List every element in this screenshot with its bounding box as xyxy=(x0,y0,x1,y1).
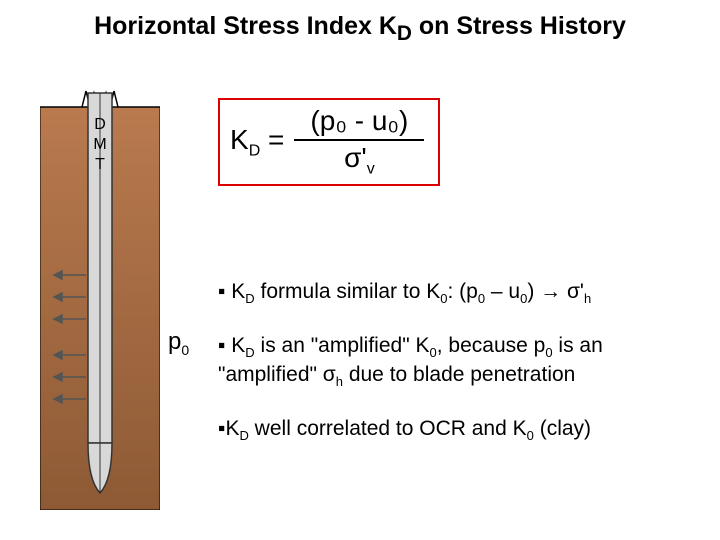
bullet-1: ▪ KD formula similar to K0: (p0 – u0) → … xyxy=(218,278,692,308)
bullet-3: ▪KD well correlated to OCR and K0 (clay) xyxy=(218,415,692,445)
formula-denominator: σ'v xyxy=(344,143,375,178)
formula-box: KD = (p₀ - u₀) σ'v xyxy=(218,98,440,186)
page-title: Horizontal Stress Index KD on Stress His… xyxy=(0,12,720,46)
probe-label-t: T xyxy=(93,155,106,175)
probe-label: D M T xyxy=(93,115,106,175)
title-text-2: on Stress History xyxy=(412,12,626,40)
probe-label-m: M xyxy=(93,135,106,155)
formula-bar xyxy=(294,139,424,141)
title-text-1: Horizontal Stress Index K xyxy=(94,12,397,40)
soil-diagram: D M T xyxy=(40,85,160,510)
title-sub: D xyxy=(397,22,412,45)
bullet-list: ▪ KD formula similar to K0: (p0 – u0) → … xyxy=(218,278,692,469)
p0-label: p0 xyxy=(168,328,189,358)
formula-numerator: (p₀ - u₀) xyxy=(310,106,408,137)
probe-label-d: D xyxy=(93,115,106,135)
formula-rhs: (p₀ - u₀) σ'v xyxy=(294,106,424,178)
bullet-2: ▪ KD is an "amplified" K0, because p0 is… xyxy=(218,332,692,391)
formula-lhs: KD = xyxy=(230,124,284,161)
